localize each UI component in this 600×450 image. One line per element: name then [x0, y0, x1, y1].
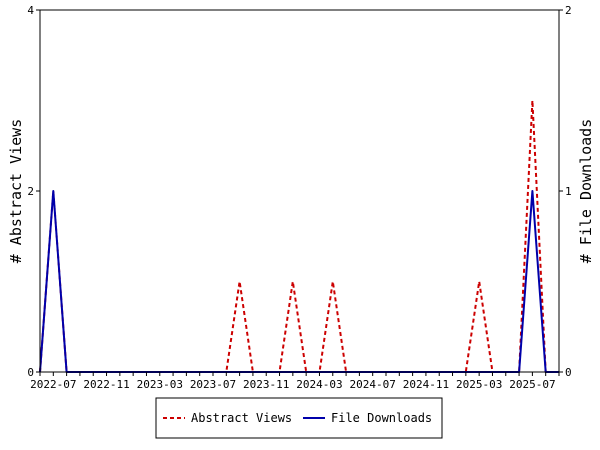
x-tick-label: 2022-11: [83, 378, 129, 391]
series-line-abstract-views: [39, 99, 559, 373]
series-line-file-downloads: [39, 190, 559, 373]
x-tick-label: 2025-07: [509, 378, 555, 391]
y-left-tick-label: 2: [27, 185, 34, 198]
legend-label-file-downloads: File Downloads: [331, 411, 432, 425]
legend-box: [155, 397, 443, 439]
y-right-tick-label: 0: [565, 366, 572, 379]
y-right-tick-label: 1: [565, 185, 572, 198]
x-tick-label: 2024-11: [403, 378, 449, 391]
axes: 2022-07 2022-11 2023-03 2023-07 2023-11 2024-…: [27, 4, 571, 391]
y-axis-left-title: # Abstract Views: [7, 119, 25, 264]
plot-frame: [39, 9, 560, 373]
x-tick-label: 2025-03: [456, 378, 502, 391]
legend: Abstract Views File Downloads: [155, 397, 443, 439]
plot-area: [39, 99, 559, 373]
y-left-tick-label: 0: [27, 366, 34, 379]
x-tick-label: 2023-07: [190, 378, 236, 391]
x-tick-label: 2023-03: [137, 378, 183, 391]
x-tick-label: 2024-07: [350, 378, 396, 391]
y-left-tick-label: 4: [27, 4, 34, 17]
y-right-tick-label: 2: [565, 4, 572, 17]
x-tick-label: 2022-07: [30, 378, 76, 391]
legend-label-abstract-views: Abstract Views: [191, 411, 292, 425]
x-tick-label: 2023-11: [243, 378, 289, 391]
y-axis-right-title: # File Downloads: [577, 119, 595, 264]
x-tick-label: 2024-03: [296, 378, 342, 391]
